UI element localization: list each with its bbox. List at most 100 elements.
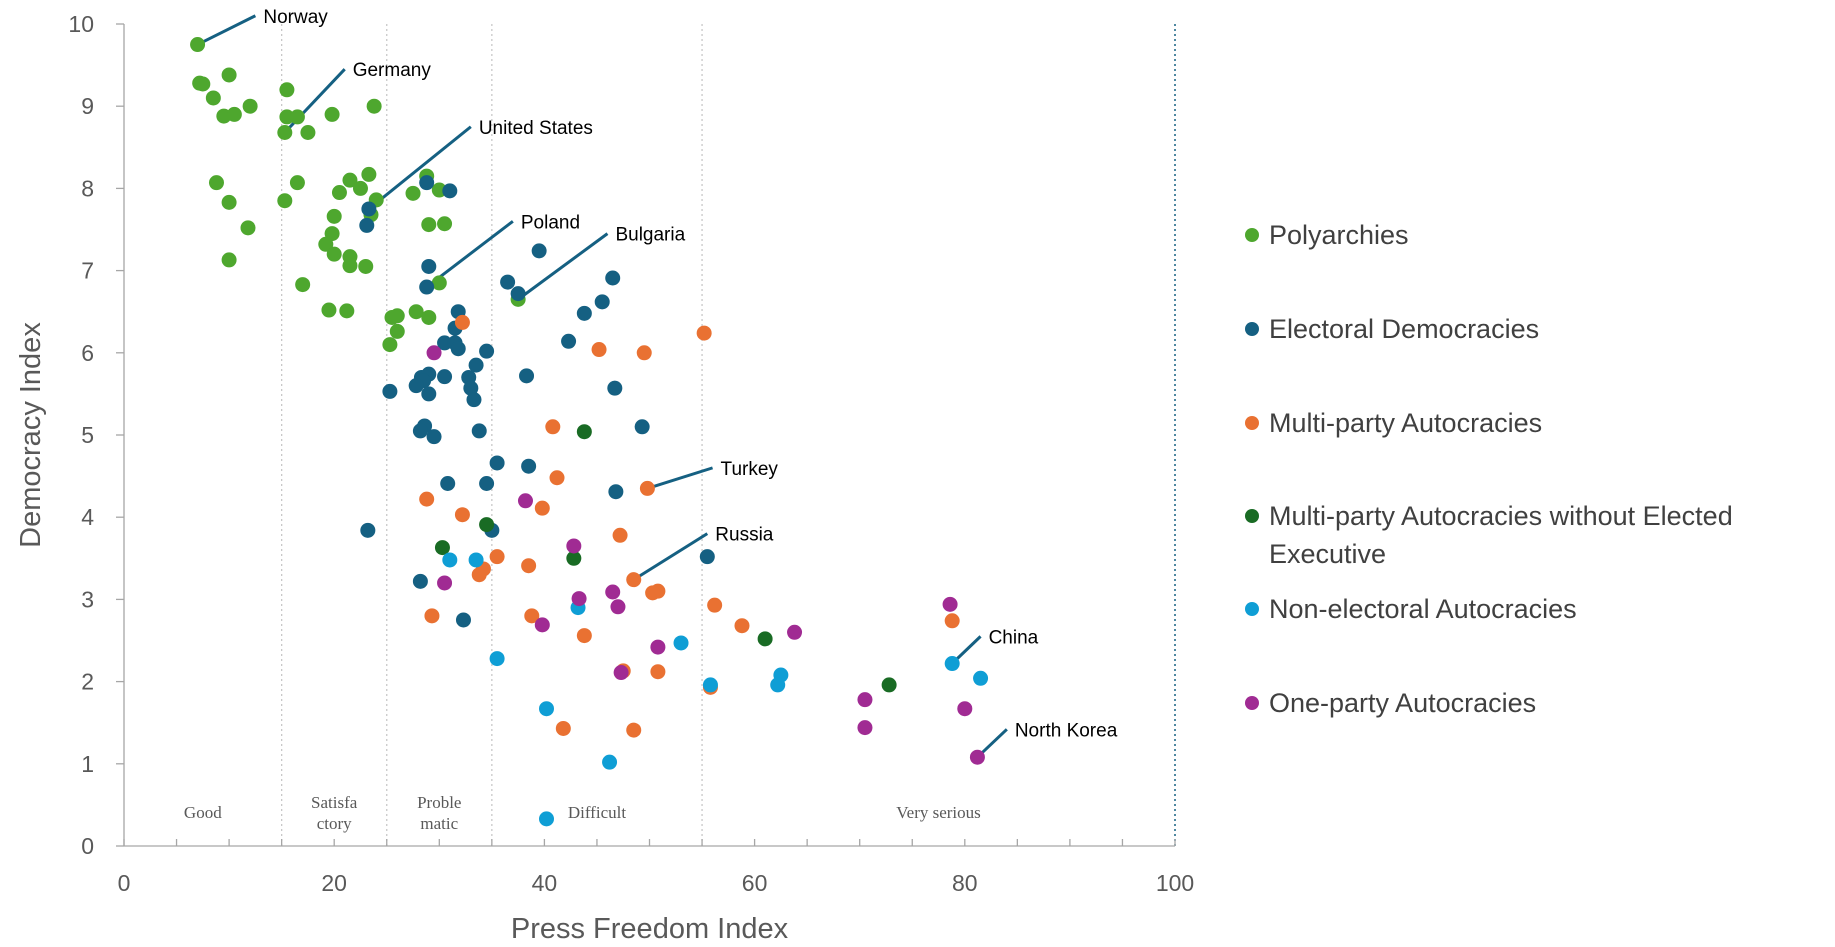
- callout-leader-line: [196, 14, 257, 46]
- data-point: [450, 341, 466, 357]
- callout-lines: [196, 14, 1008, 759]
- legend-item: Multi-party Autocracies without Elected …: [1245, 497, 1829, 573]
- data-point: [634, 419, 650, 435]
- data-point: [226, 106, 242, 122]
- callout-leader-line: [517, 232, 609, 301]
- data-point: [339, 303, 355, 319]
- data-point: [626, 572, 642, 588]
- data-point: [352, 180, 368, 196]
- data-point: [576, 424, 592, 440]
- data-point: [318, 236, 334, 252]
- data-point: [324, 106, 340, 122]
- data-point: [366, 98, 382, 114]
- legend-item: One-party Autocracies: [1245, 684, 1829, 722]
- data-point: [650, 664, 666, 680]
- data-point: [602, 754, 618, 770]
- data-point: [673, 635, 689, 651]
- data-point: [431, 275, 447, 291]
- data-point: [421, 309, 437, 325]
- data-point: [295, 277, 311, 293]
- data-point: [566, 538, 582, 554]
- data-point: [969, 749, 985, 765]
- callout-label: Bulgaria: [615, 225, 685, 246]
- data-point: [639, 480, 655, 496]
- data-point: [957, 701, 973, 717]
- data-point: [561, 333, 577, 349]
- data-point: [479, 343, 495, 359]
- data-point: [221, 67, 237, 83]
- y-tick-label: 3: [81, 586, 94, 612]
- data-point: [944, 613, 960, 629]
- data-point: [289, 109, 305, 125]
- callout-leader-line: [367, 125, 472, 211]
- data-point: [770, 677, 786, 693]
- data-point: [605, 584, 621, 600]
- callout-labels: Norway Germany United States Poland Bulgaria…: [263, 7, 1117, 741]
- data-point: [612, 527, 628, 543]
- data-point: [455, 612, 471, 628]
- data-point: [412, 423, 428, 439]
- data-point: [510, 286, 526, 302]
- data-point: [519, 368, 535, 384]
- data-point: [539, 811, 555, 827]
- callout-label: China: [989, 627, 1039, 648]
- data-point: [571, 591, 587, 607]
- data-point: [881, 677, 897, 693]
- data-point: [521, 458, 537, 474]
- callout-leader-line: [646, 466, 714, 490]
- data-point: [489, 455, 505, 471]
- legend-label: Non-electoral Autocracies: [1269, 594, 1577, 624]
- legend-marker: [1245, 416, 1259, 430]
- data-point: [468, 357, 484, 373]
- data-point: [279, 109, 295, 125]
- zone-label: Difficult: [568, 803, 627, 822]
- data-point: [221, 252, 237, 268]
- data-point: [944, 656, 960, 672]
- zone-label: Satisfa ctory: [311, 793, 358, 833]
- y-tick-label: 4: [81, 504, 94, 530]
- y-tick-label: 7: [81, 258, 94, 284]
- data-point: [576, 305, 592, 321]
- data-point: [468, 552, 484, 568]
- data-point: [489, 549, 505, 565]
- data-point: [636, 345, 652, 361]
- data-point: [277, 125, 293, 141]
- data-point: [471, 423, 487, 439]
- data-point: [389, 308, 405, 324]
- y-tick-label: 1: [81, 751, 94, 777]
- y-tick-label: 2: [81, 669, 94, 695]
- data-point: [289, 175, 305, 191]
- data-point: [331, 185, 347, 201]
- data-point: [408, 304, 424, 320]
- legend-label: One-party Autocracies: [1269, 688, 1537, 718]
- legend-item: Non-electoral Autocracies: [1245, 590, 1829, 628]
- data-point: [857, 692, 873, 708]
- callout-label: Turkey: [721, 459, 779, 480]
- data-point: [517, 493, 533, 509]
- data-point: [610, 599, 626, 615]
- callout-leader-line: [632, 532, 709, 581]
- data-point: [424, 608, 440, 624]
- data-point: [534, 500, 550, 516]
- data-point: [442, 552, 458, 568]
- data-point: [591, 342, 607, 358]
- data-point: [607, 380, 623, 396]
- y-axis-title: Democracy Index: [15, 322, 47, 548]
- data-point: [531, 243, 547, 259]
- data-point: [699, 549, 715, 565]
- data-point: [408, 378, 424, 394]
- x-tick-label: 100: [1156, 870, 1194, 896]
- y-tick-label: 5: [81, 422, 94, 448]
- legend-marker: [1245, 322, 1259, 336]
- data-point: [454, 314, 470, 330]
- data-point: [208, 175, 224, 191]
- y-tick-label: 0: [81, 833, 94, 859]
- y-tick-label: 9: [81, 93, 94, 119]
- data-point: [421, 258, 437, 274]
- data-point: [471, 567, 487, 583]
- data-point: [437, 369, 453, 385]
- data-point: [489, 651, 505, 667]
- data-point: [555, 720, 571, 736]
- callout-label: Germany: [353, 60, 432, 81]
- data-point: [361, 166, 377, 182]
